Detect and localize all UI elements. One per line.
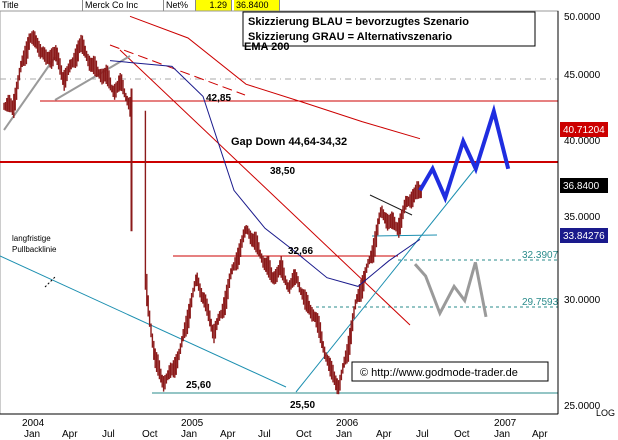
ema-200-line (129, 15, 421, 140)
annotation-pullback-1: langfristige (12, 234, 51, 243)
pullback-line (0, 255, 287, 388)
chart-header: Title Merck Co Inc Net% 1.29 36.8400 (0, 0, 618, 11)
copyright-text: © http://www.godmode-trader.de (360, 367, 518, 379)
uptrend-line (295, 169, 475, 393)
trend-lines (0, 44, 558, 394)
indicator-lines (109, 15, 421, 287)
x-year-label: 2004 (22, 418, 45, 429)
legend-blue-text: Skizzierung BLAU = bevorzugtes Szenario (248, 16, 469, 28)
x-year-label: 2005 (181, 418, 204, 429)
scenario-blue-line (418, 104, 511, 204)
red-downtrend-line (109, 44, 246, 96)
red-steep-line (119, 49, 411, 326)
ema-price-label: 40.71204 (563, 125, 605, 136)
price-label-boxes: 40.71204 36.8400 33.84276 (560, 122, 608, 243)
annotations: EMA 200 42,85 Gap Down 44,64-34,32 38,50… (12, 41, 559, 411)
channel-line-lower (371, 234, 438, 237)
copyright-box: © http://www.godmode-trader.de (351, 361, 549, 382)
scenario-lines (413, 104, 511, 318)
ma-price-label: 33.84276 (563, 231, 605, 242)
header-last-price: 36.8400 (234, 0, 280, 11)
x-month-label: Jan (181, 429, 197, 440)
annotation-3850: 38,50 (270, 166, 295, 177)
scenario-grey-line (413, 261, 488, 318)
y-tick-label: 45.0000 (564, 70, 601, 81)
header-title-label[interactable]: Title (0, 0, 83, 11)
x-month-label: Jul (416, 429, 429, 440)
x-month-label: Oct (142, 429, 158, 440)
annotation-pullback-2: Pullbacklinie (12, 245, 57, 254)
x-month-label: Apr (220, 429, 236, 440)
y-axis: 50.0000 45.0000 40.0000 35.0000 30.0000 … (557, 11, 615, 418)
x-year-label: 2006 (336, 418, 359, 429)
annotation-3266: 32,66 (288, 246, 313, 257)
level-label-2976: 29.7593 (522, 297, 559, 308)
x-month-label: Apr (376, 429, 392, 440)
x-month-label: Oct (454, 429, 470, 440)
header-change-label: Net% (164, 0, 196, 11)
grey-support-line-1 (3, 56, 56, 131)
y-tick-label: 50.0000 (564, 12, 601, 23)
pullback-arrow (44, 275, 57, 288)
x-month-label: Jan (336, 429, 352, 440)
x-month-label: Jul (102, 429, 115, 440)
annotation-4285: 42,85 (206, 93, 231, 104)
header-change-value: 1.29 (196, 0, 232, 11)
x-month-label: Jan (494, 429, 510, 440)
x-month-label: Apr (62, 429, 78, 440)
annotation-2550: 25,50 (290, 400, 315, 411)
header-symbol[interactable]: Merck Co Inc (83, 0, 164, 11)
legend-box: Skizzierung BLAU = bevorzugtes Szenario … (242, 11, 536, 47)
y-tick-label: 35.0000 (564, 212, 601, 223)
x-month-label: Jan (24, 429, 40, 440)
x-month-label: Jul (258, 429, 271, 440)
plot-frame (0, 10, 559, 415)
legend-grey-text: Skizzierung GRAU = Alternativszenario (248, 31, 452, 43)
grey-support-line-2 (54, 55, 131, 101)
annotation-gap: Gap Down 44,64-34,32 (231, 136, 347, 148)
x-axis: 2004 2005 2006 2007 Jan Apr Jul Oct Jan … (22, 418, 548, 440)
y-tick-label: 25.0000 (564, 401, 601, 412)
x-month-label: Oct (296, 429, 312, 440)
blue-ma-line (109, 60, 421, 287)
level-label-3239: 32.3907 (522, 250, 559, 261)
annotation-2560: 25,60 (186, 380, 211, 391)
x-month-label: Apr (532, 429, 548, 440)
y-log-label: LOG (596, 408, 615, 418)
y-tick-label: 40.0000 (564, 136, 601, 147)
y-tick-label: 30.0000 (564, 295, 601, 306)
x-year-label: 2007 (494, 418, 517, 429)
price-bars (3, 30, 422, 395)
last-price-label: 36.8400 (563, 181, 600, 192)
annotation-ema: EMA 200 (244, 41, 289, 53)
